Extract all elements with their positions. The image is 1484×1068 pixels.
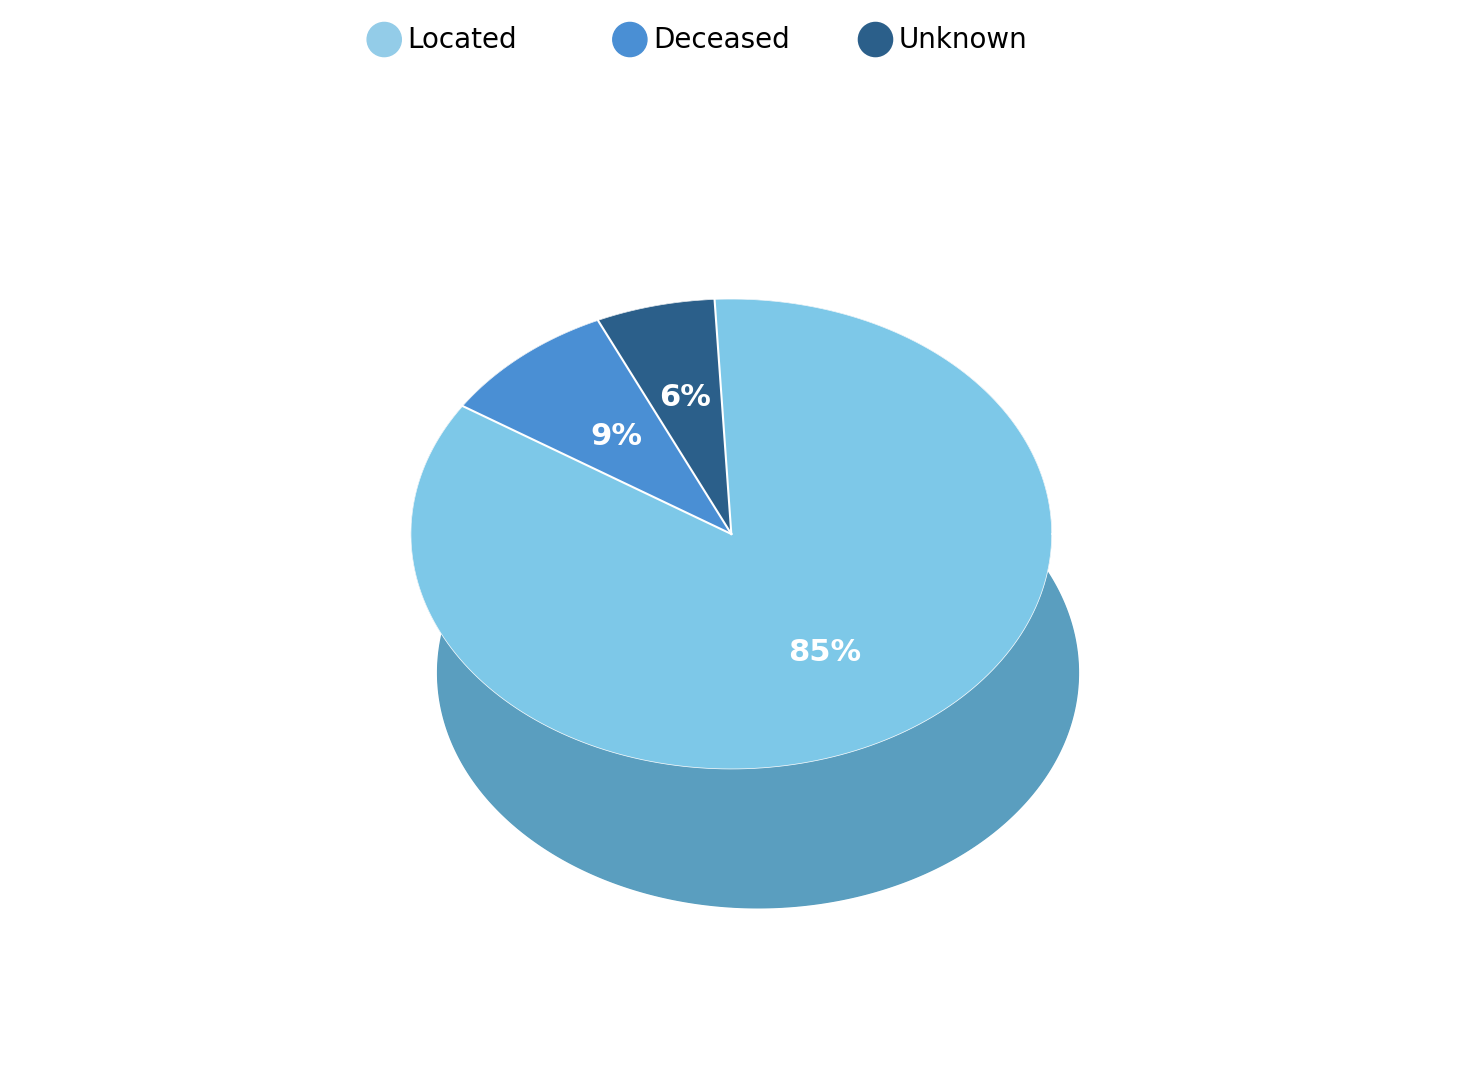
Polygon shape — [411, 299, 1052, 769]
Polygon shape — [438, 438, 1079, 908]
Polygon shape — [598, 299, 732, 534]
Text: 6%: 6% — [659, 382, 711, 411]
Polygon shape — [411, 299, 1079, 908]
Circle shape — [613, 22, 647, 57]
Polygon shape — [463, 320, 732, 534]
Text: Located: Located — [408, 26, 518, 53]
Text: Deceased: Deceased — [653, 26, 789, 53]
Text: 85%: 85% — [788, 638, 861, 666]
Text: Unknown: Unknown — [899, 26, 1028, 53]
Polygon shape — [463, 320, 625, 545]
Text: 9%: 9% — [591, 422, 643, 451]
Polygon shape — [598, 299, 741, 459]
Circle shape — [367, 22, 401, 57]
Circle shape — [858, 22, 892, 57]
